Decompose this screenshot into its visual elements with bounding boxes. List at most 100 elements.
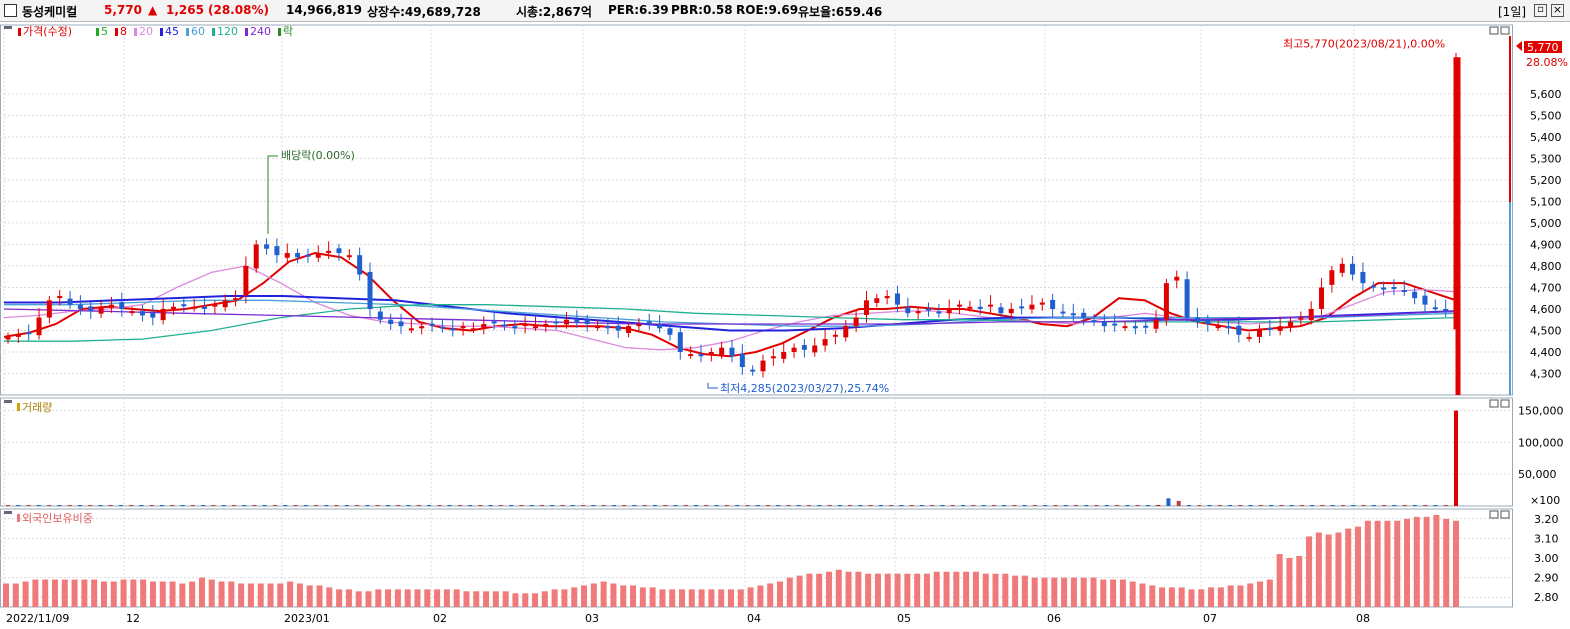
candle-body bbox=[791, 347, 797, 352]
candle-body bbox=[1215, 326, 1221, 329]
foreign-bar bbox=[81, 579, 88, 607]
volume-bar bbox=[1351, 505, 1356, 506]
volume-bar bbox=[817, 505, 822, 506]
select-checkbox[interactable] bbox=[4, 4, 17, 17]
legend-label-2: 8 bbox=[120, 25, 127, 38]
foreign-bar bbox=[688, 589, 695, 607]
candle-body bbox=[822, 339, 828, 346]
foreign-bar bbox=[806, 573, 813, 607]
foreign-bar bbox=[1335, 532, 1342, 607]
foreign-bar bbox=[1276, 554, 1283, 607]
foreign-title: 외국인보유비중 bbox=[22, 512, 93, 525]
candle-body bbox=[357, 255, 363, 275]
foreign-bar bbox=[159, 581, 166, 607]
price-tick-label: 4,300 bbox=[1530, 367, 1562, 380]
volume-bar bbox=[704, 505, 709, 506]
volume-bar bbox=[1248, 505, 1253, 506]
candle-body bbox=[543, 324, 549, 327]
market-cap: 시총:2,867억 bbox=[516, 5, 592, 19]
close-icon[interactable]: × bbox=[1551, 3, 1564, 17]
foreign-bar bbox=[943, 571, 950, 607]
foreign-tick-label: 3.20 bbox=[1534, 513, 1559, 526]
ma-line-120 bbox=[4, 304, 1457, 342]
candle-body bbox=[688, 354, 694, 357]
price-tick-label: 4,400 bbox=[1530, 346, 1562, 359]
candle-body bbox=[315, 253, 321, 258]
volume-bar bbox=[1217, 505, 1222, 506]
candle-body bbox=[284, 253, 290, 258]
candle-body bbox=[1381, 287, 1387, 290]
legend-swatch bbox=[18, 28, 21, 36]
candle-body bbox=[729, 347, 735, 357]
candle-body bbox=[439, 326, 445, 329]
foreign-bar bbox=[1325, 534, 1332, 607]
volume-bar bbox=[889, 505, 894, 506]
foreign-bar bbox=[1110, 579, 1117, 607]
volume-bar bbox=[488, 505, 493, 506]
price-tick-label: 4,600 bbox=[1530, 303, 1562, 316]
volume-bar bbox=[1454, 410, 1458, 506]
volume-bar bbox=[796, 505, 801, 506]
volume-bar bbox=[231, 505, 236, 506]
volume-bar bbox=[1032, 505, 1037, 506]
minimize-icon bbox=[1489, 26, 1499, 35]
candle-body bbox=[1205, 319, 1211, 325]
period-selector[interactable]: [1일] bbox=[1498, 5, 1527, 19]
candle-body bbox=[957, 304, 963, 307]
panel-handle bbox=[4, 400, 12, 403]
candle-body bbox=[874, 298, 880, 303]
foreign-bar bbox=[1119, 579, 1126, 607]
candle-body bbox=[905, 307, 911, 314]
candle-body bbox=[812, 345, 818, 353]
candle-body bbox=[719, 347, 725, 355]
candle-body bbox=[1267, 327, 1273, 330]
grid bbox=[0, 24, 1513, 608]
candle-body bbox=[1360, 271, 1366, 284]
foreign-swatch bbox=[17, 514, 20, 522]
foreign-bar bbox=[198, 577, 205, 607]
candle-body bbox=[202, 306, 208, 309]
volume-bar bbox=[745, 505, 750, 506]
volume-bar bbox=[909, 505, 914, 506]
foreign-bar bbox=[532, 593, 539, 607]
volume-bar bbox=[540, 505, 545, 506]
candle-body bbox=[615, 325, 621, 331]
foreign-tick-label: 3.10 bbox=[1534, 532, 1559, 545]
volume-bar bbox=[1156, 505, 1161, 506]
foreign-bar bbox=[541, 591, 548, 607]
foreign-bar bbox=[1188, 589, 1195, 607]
foreign-bar bbox=[874, 573, 881, 607]
volume-bar bbox=[950, 505, 955, 506]
maximize-icon[interactable]: ▫ bbox=[1534, 4, 1547, 17]
foreign-bar bbox=[247, 583, 254, 607]
x-tick-label: 03 bbox=[585, 612, 599, 625]
volume-bar bbox=[735, 505, 740, 506]
foreign-bar bbox=[1159, 587, 1166, 607]
volume-bar bbox=[1053, 505, 1058, 506]
foreign-bar bbox=[218, 581, 225, 607]
candle-body bbox=[295, 253, 301, 258]
price-tick-label: 5,000 bbox=[1530, 217, 1562, 230]
volume-bar bbox=[1433, 505, 1438, 506]
foreign-bar bbox=[169, 581, 176, 607]
volume-bar bbox=[1145, 505, 1150, 506]
volume-bar bbox=[314, 505, 319, 506]
volume-bar bbox=[416, 505, 421, 506]
volume-bar bbox=[1330, 505, 1335, 506]
foreign-bar bbox=[12, 583, 19, 607]
last-price-label: 5,770 bbox=[1527, 41, 1559, 54]
volume-bar bbox=[724, 505, 729, 506]
foreign-bar bbox=[639, 587, 646, 607]
candle-body bbox=[1132, 326, 1138, 329]
candle-body bbox=[884, 296, 890, 299]
foreign-bar bbox=[590, 583, 597, 607]
foreign-bar bbox=[698, 589, 705, 607]
volume-bar bbox=[1176, 500, 1181, 506]
volume-bar bbox=[1094, 505, 1099, 506]
x-tick-label: 04 bbox=[747, 612, 761, 625]
candle-body bbox=[408, 328, 414, 331]
foreign-bar bbox=[1296, 556, 1303, 607]
last-pct-label: 28.08% bbox=[1526, 56, 1568, 69]
foreign-bar bbox=[894, 573, 901, 607]
foreign-bar bbox=[610, 583, 617, 607]
